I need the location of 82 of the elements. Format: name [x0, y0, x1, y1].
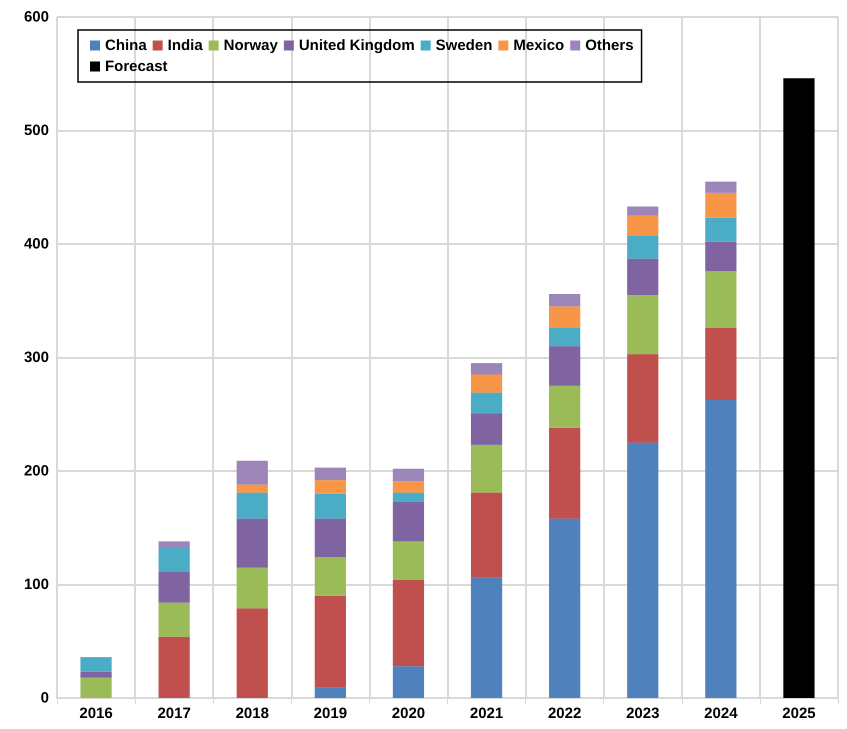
y-tick-label: 300 — [24, 349, 49, 366]
bar — [549, 386, 580, 428]
bar — [314, 494, 346, 519]
bar — [549, 428, 580, 519]
x-tick-label: 2019 — [314, 705, 348, 722]
bar — [549, 306, 580, 328]
legend-label: Forecast — [105, 58, 168, 75]
bar — [470, 444, 502, 493]
bar — [705, 192, 736, 218]
bar — [392, 481, 424, 493]
bar — [236, 518, 268, 568]
bar — [549, 294, 580, 306]
legend-label: Others — [585, 37, 634, 54]
bar — [236, 492, 268, 519]
bar — [705, 242, 736, 272]
bar — [236, 460, 268, 485]
bar — [470, 374, 502, 393]
bar — [80, 672, 112, 678]
bar — [392, 468, 424, 482]
bar — [158, 547, 190, 572]
bar — [470, 578, 502, 698]
bar — [392, 492, 424, 502]
bar — [392, 666, 424, 698]
bar — [470, 413, 502, 445]
legend-label: Sweden — [436, 37, 492, 54]
bar — [705, 218, 736, 242]
bar — [470, 363, 502, 375]
x-tick-label: 2020 — [392, 705, 426, 722]
legend-label: China — [105, 37, 148, 54]
bar — [627, 206, 658, 216]
x-tick-label: 2024 — [704, 705, 738, 722]
bar — [158, 572, 190, 603]
x-tick-label: 2025 — [782, 705, 816, 722]
bar — [470, 492, 502, 578]
x-tick-label: 2022 — [548, 705, 582, 722]
bar — [314, 518, 346, 558]
bar — [705, 182, 736, 193]
x-tick-label: 2023 — [626, 705, 660, 722]
bar — [314, 468, 346, 480]
bar — [549, 518, 580, 698]
x-tick-label: 2021 — [470, 705, 504, 722]
y-tick-label: 600 — [24, 8, 49, 26]
legend-label: India — [168, 37, 204, 54]
bar — [627, 442, 658, 698]
bar — [549, 346, 580, 386]
legend-label: Norway — [224, 37, 279, 54]
bar — [158, 602, 190, 637]
y-tick-label: 500 — [24, 122, 49, 139]
bar — [627, 258, 658, 296]
bar — [236, 608, 268, 698]
bar — [314, 688, 346, 698]
bar — [236, 484, 268, 493]
bar — [314, 480, 346, 494]
bar — [236, 567, 268, 608]
y-tick-label: 0 — [40, 690, 49, 706]
bar — [470, 392, 502, 414]
bar — [392, 502, 424, 542]
bar — [158, 636, 190, 698]
bar — [80, 657, 112, 672]
y-tick-label: 200 — [24, 462, 49, 480]
x-tick-label: 2018 — [236, 705, 269, 722]
y-tick-label: 100 — [24, 576, 49, 593]
bar — [627, 295, 658, 354]
bar — [158, 541, 190, 548]
x-tick-label: 2016 — [79, 705, 113, 722]
bar — [705, 328, 736, 400]
bar — [392, 580, 424, 666]
bar — [705, 271, 736, 328]
bar — [392, 541, 424, 580]
bar — [627, 236, 658, 259]
bar — [783, 78, 815, 698]
bar — [80, 678, 112, 698]
bar — [314, 596, 346, 688]
bar — [314, 557, 346, 596]
y-tick-label: 400 — [24, 236, 49, 252]
bar — [705, 399, 736, 698]
legend-label: Mexico — [513, 37, 564, 54]
x-tick-label: 2017 — [157, 705, 191, 722]
bar — [627, 216, 658, 236]
bar — [627, 354, 658, 443]
bar — [549, 328, 580, 346]
legend-label: United Kingdom — [298, 37, 415, 54]
